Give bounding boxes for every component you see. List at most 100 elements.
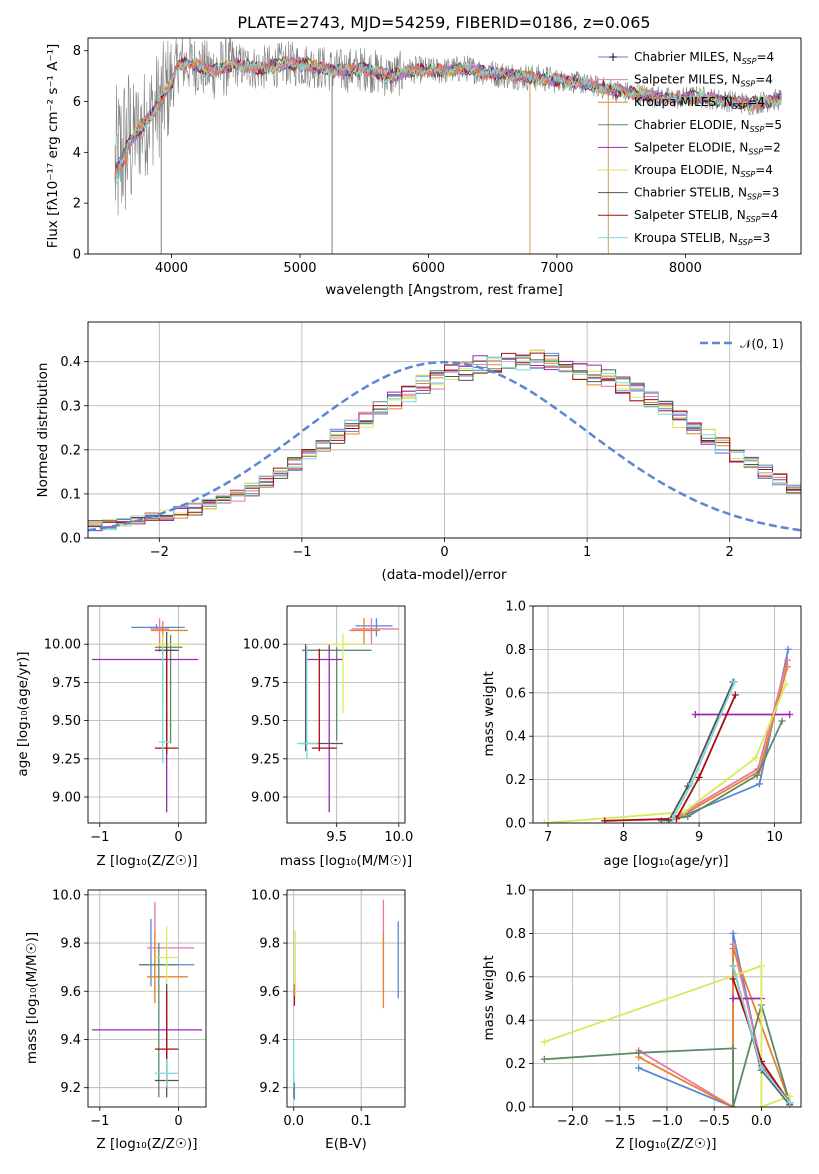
weight-marker-kroupa_elodie	[680, 808, 688, 816]
y-tick-label: 0.4	[505, 1014, 526, 1029]
legend-label: Chabrier MILES, NSSP=4	[634, 50, 774, 66]
y-tick-label: 9.6	[259, 985, 280, 1000]
weight-vs-z-panel: −2.0 −1.5 −1.0 −0.5 0.0 0.0 0.2 0.4 0.6 0.8 1.0	[505, 884, 802, 1129]
weight-line-kroupa_elodie	[544, 683, 787, 823]
y-tick-label: 9.50	[52, 714, 81, 729]
legend-label-suffix: =4	[755, 163, 773, 177]
legend-label-main: Salpeter MILES, N	[634, 73, 741, 87]
y-tick-label: 0.8	[505, 927, 526, 942]
legend-label-main: Kroupa ELODIE, N	[634, 163, 741, 177]
y-tick-label: 0	[73, 248, 81, 263]
y-tick-label: 0.2	[505, 773, 526, 788]
model-spectrum-kroupa_stelib	[114, 57, 782, 185]
y-tick-label: 9.25	[52, 752, 81, 767]
weight-lines	[540, 645, 794, 823]
weight-marker-chabrier_miles	[635, 1064, 643, 1072]
mass-vs-z-panel: −1 0 9.2 9.4 9.6 9.8 10.0	[52, 888, 207, 1129]
wz-xlabel: Z [log₁₀(Z/Z☉)]	[615, 1136, 716, 1152]
x-tick-label: 0.0	[751, 1114, 772, 1129]
legend-label: Kroupa STELIB, NSSP=3	[634, 231, 770, 247]
weight-marker-kroupa_elodie	[782, 680, 790, 688]
x-tick-label: 9.5	[326, 830, 347, 845]
massz-xlabel: Z [log₁₀(Z/Z☉)]	[96, 1136, 197, 1152]
errorbars	[296, 618, 399, 813]
legend-label-suffix: =2	[763, 140, 781, 154]
x-tick-label: 8	[619, 830, 627, 845]
axes-frame	[286, 889, 406, 1108]
legend-label: Chabrier STELIB, NSSP=3	[634, 186, 779, 202]
histogram-salpeter_stelib	[88, 352, 801, 523]
residuals-panel: −2 −1 0 1 2 0.0 0.1 0.2 0.3 0.4	[60, 321, 802, 560]
y-tick-label: 0.1	[60, 487, 81, 502]
legend-label-suffix: =3	[753, 231, 771, 245]
histogram-kroupa_stelib	[88, 356, 801, 531]
wage-ylabel: mass weight	[481, 671, 497, 756]
y-tick-label: 9.75	[251, 676, 280, 691]
axes-frame	[286, 605, 406, 824]
weight-marker-chabrier_miles	[755, 780, 763, 788]
y-tick-label: 9.00	[52, 791, 81, 806]
age-vs-z-panel: −1 0 9.00 9.25 9.50 9.75 10.00	[44, 605, 207, 845]
errorbars	[91, 902, 203, 1098]
y-tick-label: 10.0	[251, 888, 280, 903]
weight-line-chabrier_miles	[676, 649, 790, 820]
axes-frame	[87, 321, 802, 539]
weight-marker-salpeter_elodie	[691, 711, 699, 718]
x-tick-label: −2.0	[557, 1114, 589, 1129]
weight-marker-salpeter_stelib	[695, 773, 703, 781]
massebv-xlabel: E(B-V)	[325, 1136, 367, 1152]
weight-marker-kroupa_elodie	[540, 819, 548, 823]
weight-marker-kroupa_stelib	[729, 962, 737, 970]
y-tick-label: 0.4	[505, 730, 526, 745]
weight-marker-chabrier_miles	[784, 645, 792, 653]
weight-marker-salpeter_stelib	[729, 975, 737, 983]
y-tick-label: 0.6	[505, 970, 526, 985]
y-tick-label: 9.2	[60, 1081, 81, 1096]
weight-marker-kroupa_stelib	[731, 678, 739, 686]
legend-label: Chabrier ELODIE, NSSP=5	[634, 118, 782, 134]
x-tick-label: −1.0	[651, 1114, 683, 1129]
weight-marker-kroupa_stelib	[688, 780, 696, 788]
legend-label-suffix: =4	[747, 95, 765, 109]
legend-label-suffix: =4	[760, 208, 778, 222]
x-tick-label: 9	[695, 830, 703, 845]
y-tick-label: 0.0	[505, 817, 526, 832]
y-tick-label: 9.4	[259, 1033, 280, 1048]
legend-label-suffix: =4	[755, 73, 773, 87]
legend-label-sub: SSP	[742, 57, 757, 66]
weight-line-kroupa_elodie	[544, 964, 791, 1107]
weight-line-chabrier_elodie	[544, 1001, 791, 1107]
legend-label: Salpeter MILES, NSSP=4	[634, 73, 773, 89]
y-tick-label: 0.2	[60, 443, 81, 458]
errorbars	[293, 899, 399, 1100]
legend-label-main: Chabrier ELODIE, N	[634, 118, 750, 132]
axes-frame	[87, 37, 802, 255]
legend-marker: +	[608, 50, 618, 64]
weight-marker-chabrier_elodie	[635, 1049, 643, 1057]
y-tick-label: 0.4	[60, 355, 81, 370]
legend-label-sub: SSP	[733, 102, 748, 111]
legend-label: Kroupa MILES, NSSP=4	[634, 95, 765, 111]
spectrum-legend: + Chabrier MILES, NSSP=4 Salpeter MILES, N…	[598, 50, 782, 247]
x-tick-label: 1	[583, 545, 591, 560]
y-tick-label: 0.2	[505, 1057, 526, 1072]
weight-marker-kroupa_stelib	[786, 1099, 794, 1107]
axes-frame	[87, 605, 207, 824]
y-tick-label: 0.8	[505, 643, 526, 658]
legend-label-sub: SSP	[741, 80, 756, 89]
weight-marker-kroupa_miles	[783, 663, 791, 671]
legend-label-sub: SSP	[750, 125, 765, 134]
weight-marker-chabrier_miles	[729, 929, 737, 937]
y-tick-label: 1.0	[505, 884, 526, 899]
agem-xlabel: mass [log₁₀(M/M☉)]	[280, 853, 412, 869]
residuals-ylabel: Normed distribution	[35, 363, 51, 498]
y-tick-label: 1.0	[505, 600, 526, 615]
legend-label-sub: SSP	[746, 215, 761, 224]
legend-label-suffix: =5	[764, 118, 782, 132]
x-tick-label: 6000	[412, 261, 445, 276]
wage-xlabel: age [log₁₀(age/yr)]	[603, 853, 728, 869]
weight-marker-salpeter_elodie	[786, 711, 794, 718]
mass-vs-ebv-panel: 0.0 0.1 9.2 9.4 9.6 9.8 10.0	[251, 888, 406, 1129]
legend-label-main: Salpeter STELIB, N	[634, 208, 746, 222]
